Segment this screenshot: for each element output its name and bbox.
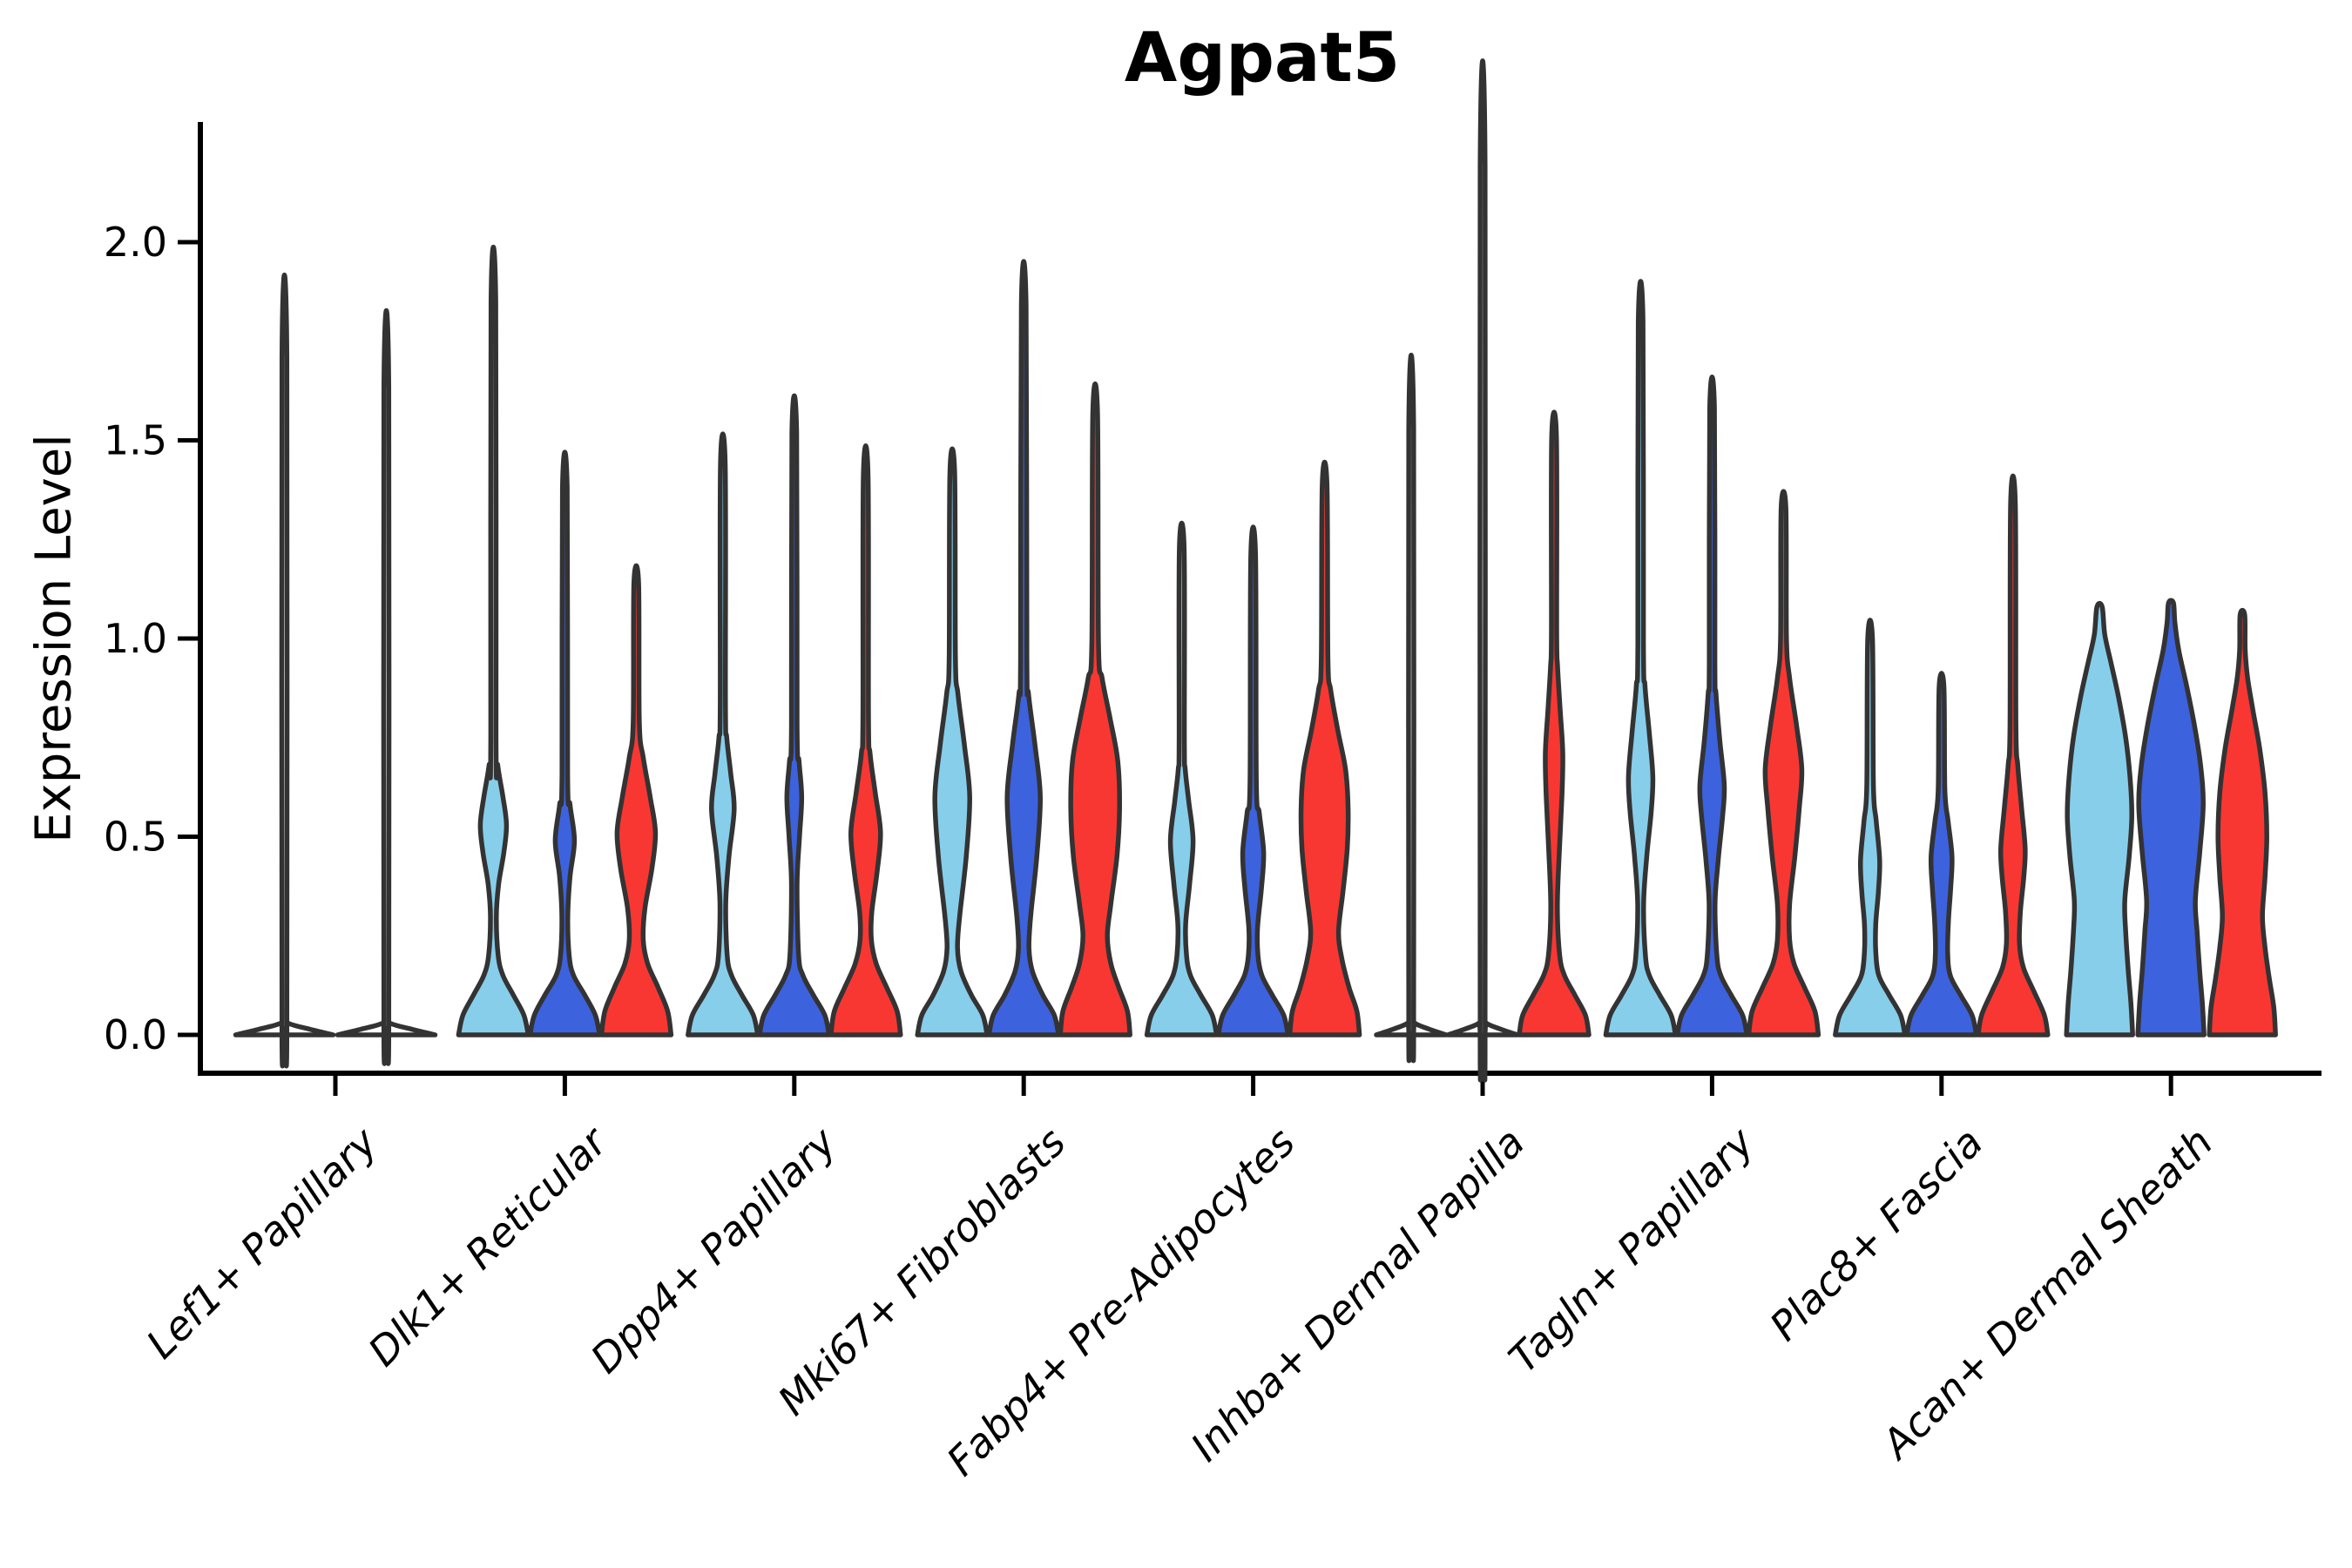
y-tick-label: 1.5 [104, 417, 167, 464]
y-tick-label: 1.0 [104, 615, 167, 662]
violin-9-2-dark_blue [2135, 598, 2207, 1037]
violin-5-1-light_blue [1144, 521, 1220, 1037]
chart-title: Agpat5 [1124, 19, 1401, 98]
violin-6-2-empty [1445, 58, 1520, 1083]
violin-7-1-light_blue [1603, 279, 1679, 1037]
violin-2-1-light_blue [456, 244, 531, 1037]
y-axis-label: Expression Level [25, 434, 83, 843]
violin-8-3-red [1976, 473, 2051, 1037]
violin-2-2-dark_blue [527, 449, 603, 1037]
violin-1-2-empty [335, 308, 438, 1066]
violin-9-1-light_blue [2064, 600, 2135, 1037]
violin-9-3-red [2207, 607, 2278, 1037]
y-tick-label: 2.0 [104, 219, 167, 266]
y-tick-label: 0.5 [104, 814, 167, 861]
violin-3-1-light_blue [686, 431, 760, 1037]
violin-5-2-dark_blue [1215, 524, 1291, 1037]
violin-5-3-red [1287, 460, 1362, 1037]
violin-8-2-dark_blue [1904, 671, 1979, 1037]
violin-2-3-red [598, 563, 674, 1037]
y-tick-label: 0.0 [104, 1011, 167, 1058]
violin-1-1-empty [233, 272, 336, 1069]
violin-3-3-red [828, 443, 903, 1037]
violin-4-1-light_blue [915, 446, 990, 1037]
violin-8-1-light_blue [1833, 618, 1908, 1037]
violin-4-3-red [1058, 381, 1132, 1037]
violin-7-2-dark_blue [1674, 375, 1750, 1037]
violin-6-1-empty [1374, 352, 1449, 1064]
violin-4-2-dark_blue [986, 259, 1061, 1037]
violin-3-2-dark_blue [757, 393, 832, 1037]
violin-7-3-red [1746, 489, 1821, 1037]
violin-6-3-red [1517, 409, 1592, 1037]
